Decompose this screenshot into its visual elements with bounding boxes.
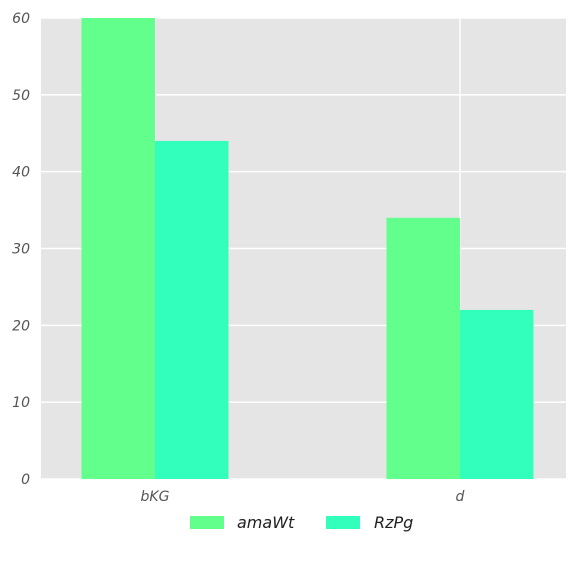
legend-swatch-amaWt [190, 516, 224, 529]
x-axis-ticks: bKG d [141, 489, 465, 505]
y-tick-label: 40 [12, 165, 30, 181]
legend-swatch-RzPg [326, 516, 360, 529]
y-tick-label: 0 [21, 472, 30, 488]
x-tick-label: bKG [141, 489, 170, 505]
y-tick-label: 60 [12, 11, 30, 27]
bar-RzPg-d [460, 309, 534, 479]
legend: amaWt RzPg [190, 513, 413, 532]
y-tick-label: 30 [12, 242, 30, 258]
y-tick-label: 10 [12, 395, 30, 411]
legend-label-amaWt: amaWt [237, 513, 295, 532]
y-tick-label: 50 [12, 88, 30, 104]
bar-amaWt-d [386, 217, 460, 479]
x-tick-label: d [456, 489, 465, 505]
y-tick-label: 20 [12, 318, 30, 334]
y-axis-ticks: 0 10 20 30 40 50 60 [12, 11, 30, 488]
bars [81, 18, 534, 479]
bar-RzPg-bKG [155, 140, 229, 479]
bar-amaWt-bKG [81, 18, 155, 479]
legend-label-RzPg: RzPg [374, 513, 413, 532]
